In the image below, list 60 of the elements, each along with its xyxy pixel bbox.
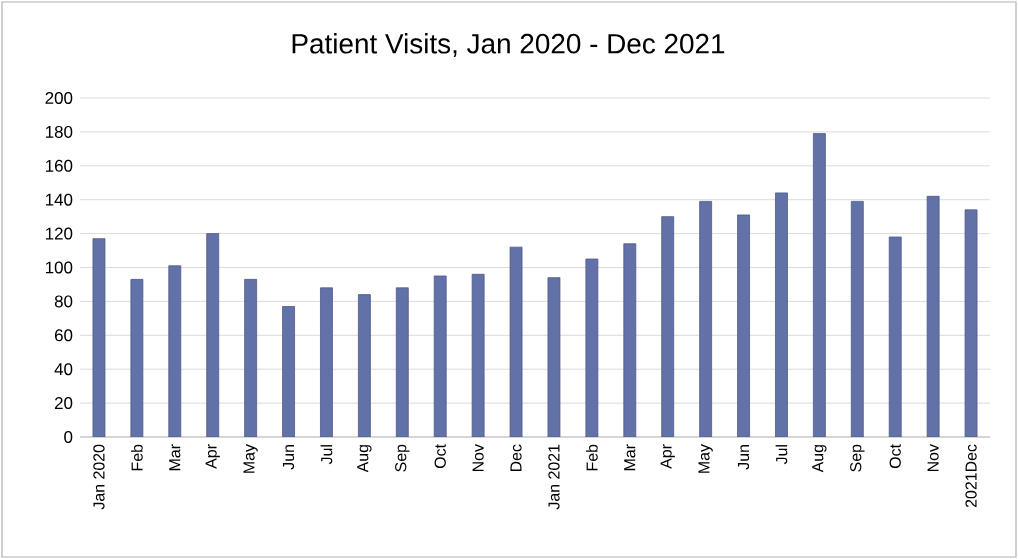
x-tick-label: Feb bbox=[131, 444, 143, 471]
x-tick-label: Feb bbox=[586, 444, 598, 471]
bar bbox=[699, 200, 713, 437]
x-tick-label: Nov bbox=[927, 444, 939, 472]
y-tick-label: 120 bbox=[45, 227, 73, 240]
x-tick-label: Sep bbox=[850, 444, 865, 472]
bar bbox=[888, 236, 902, 437]
x-tick-label: Mar bbox=[624, 444, 636, 471]
bar bbox=[926, 195, 940, 437]
x-tick-label: Jul bbox=[775, 445, 788, 465]
x-tick-label: Oct bbox=[889, 444, 901, 469]
x-tick-label: Dec bbox=[510, 444, 522, 472]
bar bbox=[395, 287, 409, 437]
y-tick-label: 80 bbox=[54, 295, 73, 308]
y-tick-label: 20 bbox=[54, 397, 73, 410]
bar bbox=[320, 287, 333, 437]
x-tick-label: Jan 2020 bbox=[93, 444, 105, 510]
x-tick-label: Oct bbox=[434, 444, 446, 469]
y-tick-label: 0 bbox=[64, 431, 73, 443]
x-tick-label: Sep bbox=[395, 444, 410, 472]
x-tick-label: Mar bbox=[169, 444, 181, 471]
x-tick-label: Apr bbox=[205, 444, 220, 469]
y-tick-label: 180 bbox=[45, 125, 73, 138]
x-tick-label: Jul bbox=[320, 445, 333, 465]
x-tick-label: Apr bbox=[660, 444, 675, 469]
x-tick-label: Aug bbox=[812, 445, 827, 473]
bar bbox=[775, 192, 788, 437]
x-tick-label: Nov bbox=[472, 444, 484, 472]
bar bbox=[547, 277, 561, 437]
x-tick-label: Aug bbox=[357, 445, 372, 473]
y-tick-label: 40 bbox=[54, 363, 73, 376]
y-tick-label: 100 bbox=[45, 261, 73, 274]
bar bbox=[244, 278, 258, 437]
y-tick-label: 60 bbox=[55, 329, 73, 342]
bar bbox=[471, 273, 485, 437]
y-tick-label: 200 bbox=[45, 92, 73, 104]
bar bbox=[737, 214, 750, 437]
bar bbox=[812, 133, 826, 437]
bar bbox=[661, 216, 675, 437]
bar bbox=[357, 294, 371, 437]
y-tick-label: 160 bbox=[45, 159, 73, 172]
y-tick-label: 140 bbox=[45, 193, 73, 206]
bar bbox=[433, 275, 447, 437]
bar bbox=[92, 238, 106, 437]
bar bbox=[964, 209, 978, 437]
x-tick-label: Jan 2021 bbox=[548, 444, 560, 510]
x-tick-label: Jun bbox=[737, 445, 750, 470]
bar bbox=[850, 200, 864, 437]
bar bbox=[168, 265, 182, 437]
bar bbox=[130, 278, 144, 437]
bar bbox=[623, 243, 637, 437]
bar bbox=[282, 306, 295, 437]
x-tick-label: 2021Dec bbox=[965, 444, 977, 508]
x-tick-label: Jun bbox=[282, 445, 295, 470]
x-tick-label: May bbox=[698, 444, 713, 473]
bar bbox=[509, 246, 523, 437]
bar bbox=[206, 233, 220, 437]
chart-title: Patient Visits, Jan 2020 - Dec 2021 bbox=[292, 33, 725, 57]
bar bbox=[585, 258, 599, 437]
x-tick-label: May bbox=[243, 444, 258, 473]
